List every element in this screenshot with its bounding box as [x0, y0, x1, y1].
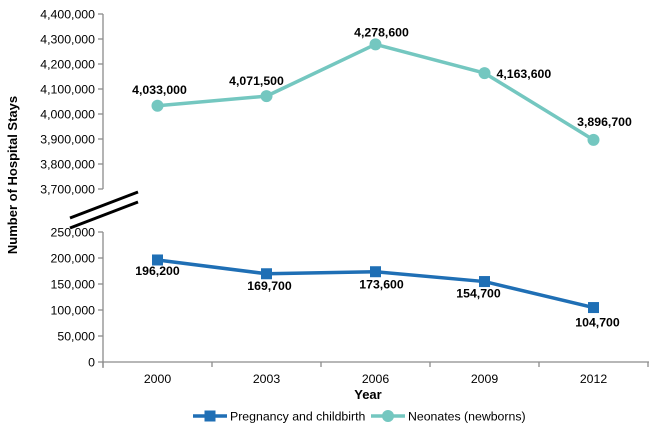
- data-label: 4,278,600: [354, 25, 409, 39]
- legend-swatch-marker: [382, 410, 394, 422]
- data-point-marker: [261, 268, 272, 280]
- data-point-marker: [152, 254, 163, 266]
- data-point-marker: [151, 99, 164, 112]
- x-axis-tick-label: 2003: [253, 372, 281, 386]
- x-axis-title: Year: [354, 387, 381, 402]
- x-axis-tick-label: 2000: [144, 372, 172, 386]
- y-axis-tick-label: 3,900,000: [40, 133, 95, 147]
- data-point-marker: [587, 133, 600, 146]
- y-axis-title: Number of Hospital Stays: [5, 96, 20, 254]
- data-label: 169,700: [247, 279, 292, 293]
- data-label: 4,071,500: [229, 74, 284, 88]
- y-axis-tick-label: 100,000: [51, 304, 96, 318]
- x-axis-tick-label: 2006: [362, 372, 390, 386]
- data-label: 196,200: [135, 264, 180, 278]
- axis-break-mark: [69, 200, 139, 230]
- y-axis-tick-label: 3,800,000: [40, 158, 95, 172]
- data-point-marker: [478, 67, 491, 80]
- data-point-marker: [370, 266, 381, 278]
- legend-label: Neonates (newborns): [408, 410, 526, 424]
- x-axis-tick-label: 2009: [471, 372, 499, 386]
- y-axis-tick-label: 3,700,000: [40, 183, 95, 197]
- y-axis-tick-label: 4,400,000: [40, 8, 95, 22]
- y-axis-tick-label: 4,100,000: [40, 83, 95, 97]
- x-axis-tick-label: 2012: [580, 372, 608, 386]
- y-axis-tick-label: 250,000: [51, 226, 96, 240]
- legend-swatch-marker: [204, 410, 216, 422]
- data-point-marker: [260, 90, 273, 103]
- data-label: 3,896,700: [577, 115, 632, 129]
- y-axis-tick-label: 4,300,000: [40, 33, 95, 47]
- axis-break-mark: [69, 190, 139, 220]
- y-axis-tick-label: 4,200,000: [40, 58, 95, 72]
- y-axis-tick-label: 4,000,000: [40, 108, 95, 122]
- y-axis-tick-label: 200,000: [51, 252, 96, 266]
- data-label: 104,700: [575, 316, 620, 330]
- data-label: 4,033,000: [132, 83, 187, 97]
- data-label: 154,700: [456, 287, 501, 301]
- data-point-marker: [588, 302, 599, 314]
- data-point-marker: [369, 38, 382, 51]
- y-axis-tick-label: 150,000: [51, 278, 96, 292]
- y-axis-tick-label: 0: [88, 356, 95, 370]
- data-point-marker: [479, 276, 490, 288]
- y-axis-tick-label: 50,000: [57, 330, 95, 344]
- data-label: 173,600: [359, 278, 404, 292]
- series-line-top: [155, 42, 596, 142]
- data-label: 4,163,600: [497, 67, 552, 81]
- legend-label: Pregnancy and childbirth: [230, 410, 366, 424]
